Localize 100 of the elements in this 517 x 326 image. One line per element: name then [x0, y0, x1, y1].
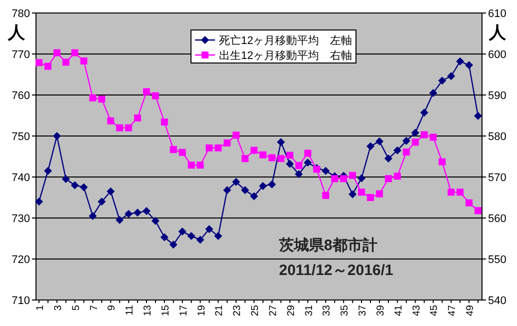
point [169, 240, 178, 249]
point [224, 139, 231, 146]
x-tick-label: 15 [160, 304, 172, 316]
point [62, 58, 70, 66]
y2-tick-label: 560 [488, 213, 506, 225]
y-tick-label: 740 [12, 172, 30, 184]
point [143, 88, 150, 96]
x-tick-label: 29 [286, 304, 297, 316]
point [106, 187, 115, 196]
x-tick-label: 1 [35, 304, 46, 311]
x-tick-label: 35 [340, 304, 351, 316]
point [52, 132, 61, 140]
point [331, 175, 338, 182]
x-tick-label: 9 [106, 304, 118, 311]
y2-axis-title: 人 [488, 23, 507, 42]
x-tick-label: 45 [429, 304, 440, 316]
point [276, 138, 285, 146]
point [196, 162, 204, 169]
point [53, 49, 60, 56]
x-tick-label: 37 [358, 304, 369, 316]
point [88, 212, 97, 220]
point [384, 175, 392, 182]
x-tick-label: 41 [393, 304, 404, 316]
point [393, 146, 402, 154]
point [322, 192, 330, 199]
x-tick-label: 25 [250, 304, 262, 316]
point [241, 186, 250, 194]
point [322, 166, 330, 175]
x-tick-label: 5 [70, 304, 82, 311]
point [420, 131, 428, 138]
point [340, 175, 348, 182]
point [151, 216, 160, 225]
y-tick-label: 770 [12, 49, 30, 61]
point [44, 62, 52, 70]
x-tick-label: 43 [411, 304, 422, 316]
point [188, 162, 195, 169]
point [474, 112, 482, 120]
y2-tick-label: 610 [488, 8, 506, 20]
point [438, 76, 446, 85]
point [134, 208, 142, 217]
point [160, 233, 168, 242]
x-tick-label: 17 [178, 304, 190, 316]
point [71, 49, 78, 56]
point [258, 182, 267, 190]
point [250, 192, 258, 200]
point [286, 152, 294, 159]
point [349, 172, 356, 179]
x-tick-label: 31 [304, 304, 315, 316]
point [80, 57, 88, 64]
y2-tick-label: 570 [488, 172, 506, 184]
point [70, 181, 79, 190]
point [142, 207, 151, 216]
x-tick-label: 3 [52, 304, 64, 311]
point [348, 190, 357, 198]
y-tick-label: 730 [12, 213, 30, 225]
point [375, 137, 384, 146]
point [134, 114, 142, 122]
point [62, 175, 70, 184]
x-tick-label: 27 [268, 304, 279, 316]
point [376, 190, 383, 198]
legend-label: 死亡12ヶ月移動平均 左軸 [219, 34, 352, 47]
point [456, 188, 464, 196]
point [223, 186, 232, 194]
y-tick-label: 780 [12, 8, 30, 20]
y-axis-title: 人 [7, 23, 26, 42]
point [116, 124, 124, 132]
point [178, 148, 186, 156]
point [411, 128, 420, 137]
point [448, 188, 455, 196]
x-tick-label: 11 [124, 304, 136, 316]
point [98, 96, 106, 103]
y-tick-label: 720 [12, 254, 30, 266]
point [242, 155, 249, 162]
point [420, 108, 428, 117]
y2-tick-label: 590 [488, 90, 506, 102]
annotation: 2011/12～2016/1 [279, 262, 394, 279]
x-tick-label: 13 [142, 304, 154, 316]
point [250, 146, 258, 154]
point [232, 132, 240, 139]
point [295, 162, 302, 170]
point [214, 232, 222, 240]
x-tick-label: 49 [465, 304, 476, 316]
point [116, 216, 124, 224]
point [152, 92, 159, 100]
x-tick-label: 47 [447, 304, 458, 316]
point [384, 154, 392, 163]
point [430, 134, 437, 141]
point [35, 198, 43, 206]
point [465, 61, 474, 70]
point [447, 72, 456, 80]
point [125, 124, 132, 132]
point [394, 172, 401, 180]
point [160, 118, 168, 126]
point [358, 188, 366, 196]
point [107, 117, 114, 124]
point [205, 225, 214, 234]
x-tick-label: 19 [196, 304, 208, 316]
point [98, 198, 106, 206]
point [89, 94, 96, 102]
y2-tick-label: 540 [488, 295, 506, 307]
